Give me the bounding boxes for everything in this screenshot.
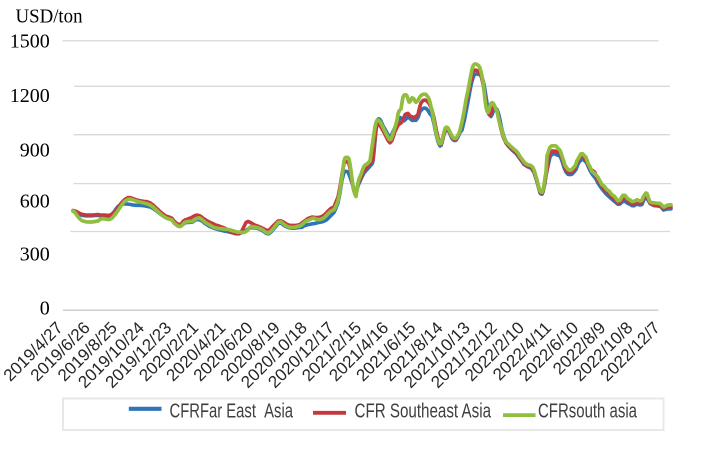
svg-text:600: 600 [20,190,50,212]
svg-text:CFR Southeast Asia: CFR Southeast Asia [355,401,492,423]
svg-text:300: 300 [20,243,50,265]
svg-text:CFRsouth asia: CFRsouth asia [538,401,638,423]
svg-text:1500: 1500 [10,31,50,53]
svg-text:900: 900 [20,139,50,161]
svg-text:0: 0 [40,297,50,319]
svg-text:1200: 1200 [10,85,50,107]
svg-text:CFRFar East Asia: CFRFar East Asia [170,401,294,423]
svg-text:USD/ton: USD/ton [16,6,83,28]
